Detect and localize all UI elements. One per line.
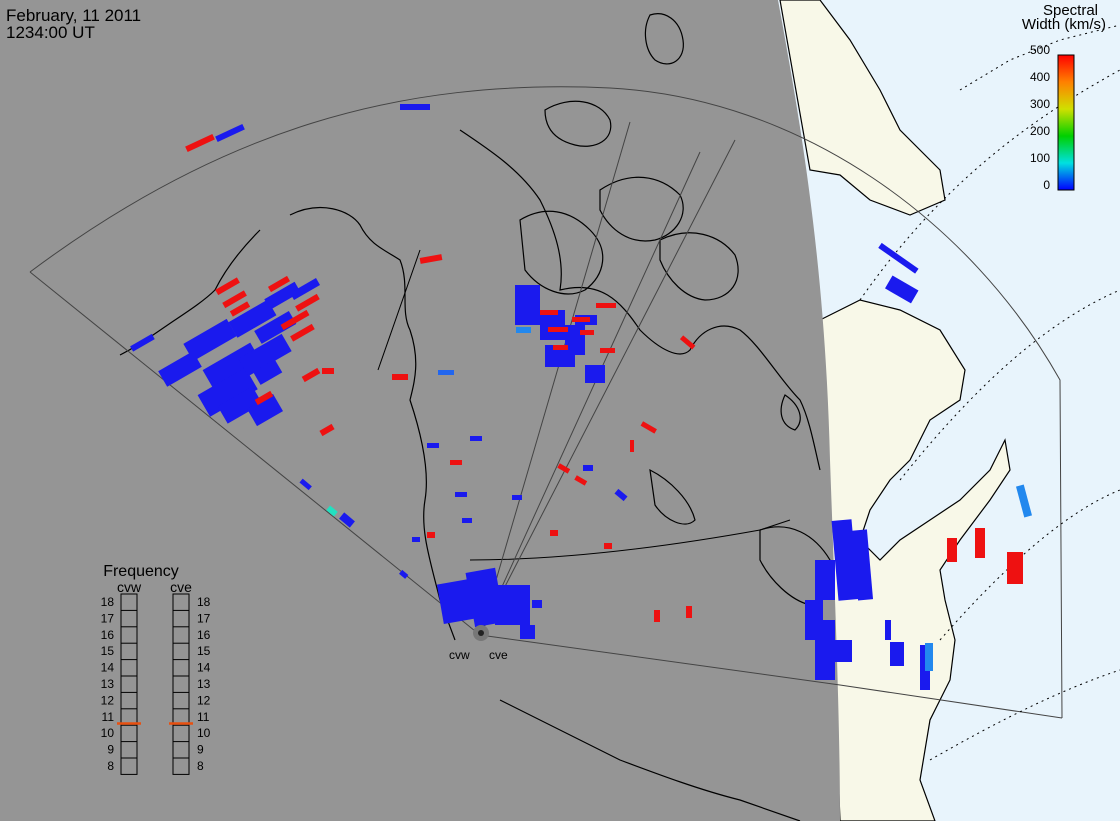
time-label: 1234:00 UT <box>6 23 95 42</box>
frequency-east-level-15: 15 <box>197 644 211 658</box>
frequency-west-level-13: 13 <box>101 677 115 691</box>
frequency-east-level-13: 13 <box>197 677 211 691</box>
frequency-east-level-14: 14 <box>197 661 211 675</box>
legend-title-line1: Spectral <box>1043 2 1098 19</box>
legend-tick-100: 100 <box>1030 151 1050 165</box>
frequency-east-level-17: 17 <box>197 611 211 625</box>
geographic-grid <box>859 24 1120 761</box>
frequency-west-level-15: 15 <box>101 644 115 658</box>
frequency-ladder: 18 18 17 17 16 16 15 15 14 14 13 13 12 12 11 11 10 10 9 9 8 8 <box>101 593 211 775</box>
frequency-west-level-9: 9 <box>107 743 114 757</box>
frequency-east-level-8: 8 <box>197 759 204 773</box>
legend-ticks: 500 400 300 200 100 0 <box>1030 43 1050 192</box>
frequency-east-box <box>172 593 190 775</box>
frequency-east-level-9: 9 <box>197 743 204 757</box>
legend-tick-400: 400 <box>1030 70 1050 84</box>
spectral-width-legend: Spectral Width (km/s) 500 400 300 200 100 0 <box>1022 2 1106 192</box>
radar-west-label: cvw <box>449 648 470 662</box>
frequency-east-level-12: 12 <box>197 693 211 707</box>
day-side-land <box>779 0 1011 821</box>
legend-tick-500: 500 <box>1030 43 1050 57</box>
frequency-east-label: cve <box>170 579 192 595</box>
legend-tick-200: 200 <box>1030 124 1050 138</box>
frequency-west-level-18: 18 <box>101 595 115 609</box>
frequency-east-level-18: 18 <box>197 595 211 609</box>
frequency-title: Frequency <box>103 563 179 580</box>
frequency-west-level-8: 8 <box>107 759 114 773</box>
radar-site-marker: cvw cve <box>449 625 508 662</box>
frequency-west-box <box>120 593 138 775</box>
frequency-east-level-11: 11 <box>197 710 210 724</box>
date-label: February, 11 2011 <box>6 6 142 25</box>
frequency-west-level-14: 14 <box>101 661 115 675</box>
frequency-west-level-10: 10 <box>101 726 115 740</box>
frequency-west-label: cvw <box>117 579 142 595</box>
radar-east-label: cve <box>489 648 508 662</box>
legend-tick-300: 300 <box>1030 97 1050 111</box>
frequency-panel: Frequency cvw cve 18 18 17 17 16 16 15 15 14 14 13… <box>101 563 211 775</box>
frequency-east-level-10: 10 <box>197 726 211 740</box>
frequency-east-level-16: 16 <box>197 628 211 642</box>
frequency-west-level-16: 16 <box>101 628 115 642</box>
legend-color-bar <box>1057 54 1075 191</box>
boundaries <box>377 249 791 561</box>
coastlines <box>119 13 835 821</box>
legend-title-line2: Width (km/s) <box>1022 16 1106 33</box>
frequency-west-level-11: 11 <box>102 710 115 724</box>
frequency-west-level-17: 17 <box>101 611 115 625</box>
frequency-west-level-12: 12 <box>101 693 115 707</box>
night-shade <box>0 0 840 821</box>
legend-tick-0: 0 <box>1043 178 1050 192</box>
scatter-cells <box>130 104 1033 690</box>
